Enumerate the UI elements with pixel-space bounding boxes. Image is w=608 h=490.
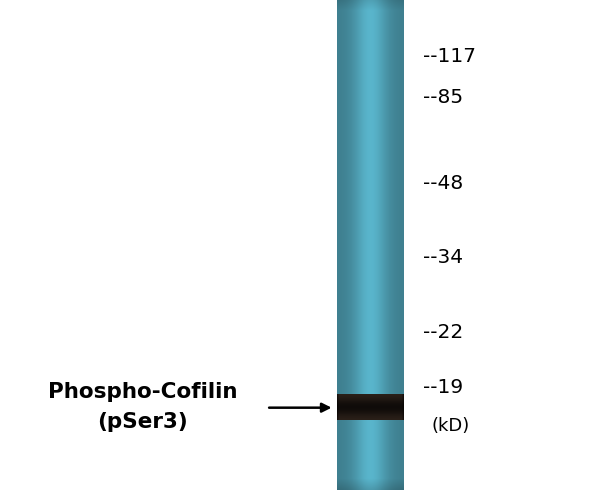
Text: --34: --34 <box>423 248 463 267</box>
Text: --48: --48 <box>423 174 463 193</box>
Text: --22: --22 <box>423 323 463 342</box>
Text: (pSer3): (pSer3) <box>97 413 188 432</box>
Text: Phospho-Cofilin: Phospho-Cofilin <box>48 382 238 402</box>
Text: --19: --19 <box>423 378 463 396</box>
Text: --85: --85 <box>423 88 463 106</box>
Text: (kD): (kD) <box>432 417 470 435</box>
Text: --117: --117 <box>423 47 475 66</box>
